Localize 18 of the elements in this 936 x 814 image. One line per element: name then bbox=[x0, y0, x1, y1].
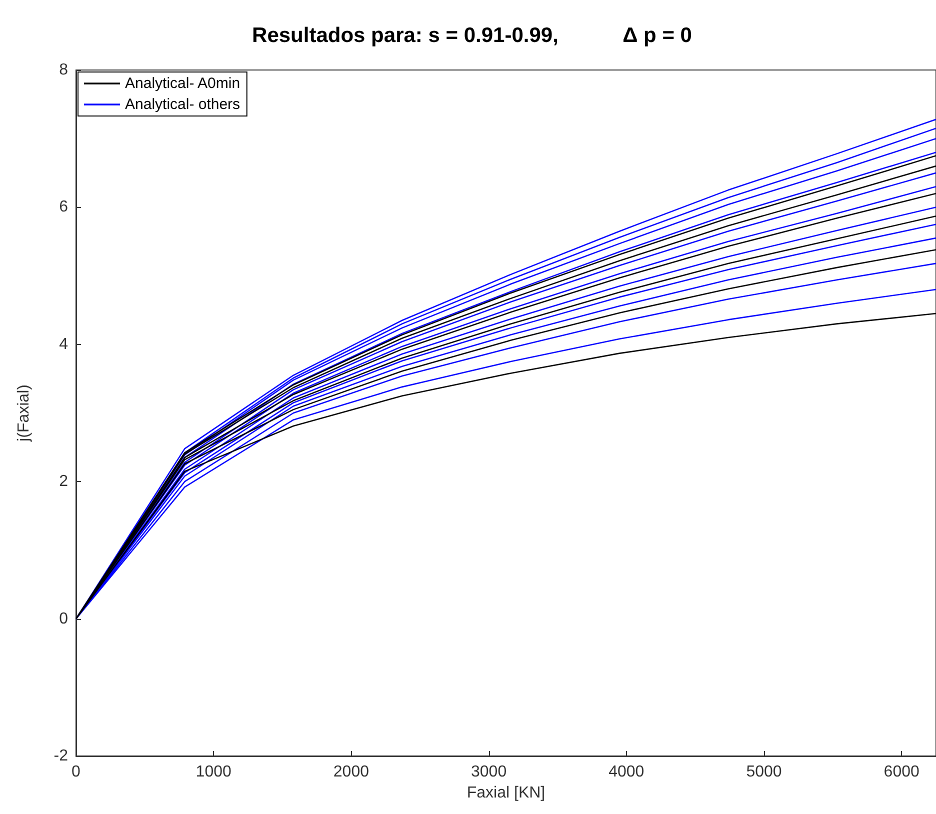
y-axis-title: j(Faxial) bbox=[16, 384, 32, 442]
legend-label: Analytical- A0min bbox=[125, 75, 240, 92]
x-tick-label: 0 bbox=[72, 764, 81, 780]
y-tick-label: 6 bbox=[59, 198, 68, 216]
x-axis-title: Faxial [KN] bbox=[466, 784, 546, 802]
y-tick-label: 0 bbox=[59, 610, 68, 628]
y-tick-label: 2 bbox=[59, 473, 68, 490]
x-tick-label: 4000 bbox=[608, 764, 644, 780]
x-tick-label: 6000 bbox=[884, 764, 920, 780]
x-tick-label: 5000 bbox=[746, 764, 782, 780]
x-tick-label: 3000 bbox=[471, 764, 507, 780]
x-tick-label: 2000 bbox=[333, 764, 370, 780]
y-tick-label: 4 bbox=[59, 336, 68, 353]
y-tick-label: -2 bbox=[54, 748, 68, 764]
chart-title: Resultados para: s = 0.91-0.99, Δ p = 0 bbox=[252, 24, 692, 47]
y-tick-label: 8 bbox=[59, 62, 68, 78]
x-tick-label: 1000 bbox=[196, 764, 232, 780]
legend-label: Analytical- others bbox=[125, 96, 240, 113]
